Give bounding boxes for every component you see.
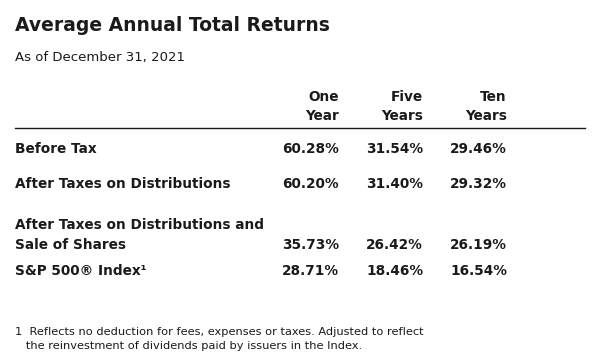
Text: 1  Reflects no deduction for fees, expenses or taxes. Adjusted to reflect: 1 Reflects no deduction for fees, expens… [15, 327, 424, 337]
Text: 16.54%: 16.54% [450, 264, 507, 278]
Text: 28.71%: 28.71% [282, 264, 339, 278]
Text: 60.28%: 60.28% [282, 142, 339, 156]
Text: After Taxes on Distributions and: After Taxes on Distributions and [15, 218, 264, 232]
Text: As of December 31, 2021: As of December 31, 2021 [15, 51, 185, 64]
Text: 18.46%: 18.46% [366, 264, 423, 278]
Text: Year: Year [305, 109, 339, 123]
Text: 35.73%: 35.73% [282, 238, 339, 252]
Text: 31.54%: 31.54% [366, 142, 423, 156]
Text: the reinvestment of dividends paid by issuers in the Index.: the reinvestment of dividends paid by is… [15, 341, 362, 350]
Text: Average Annual Total Returns: Average Annual Total Returns [15, 16, 330, 35]
Text: Years: Years [465, 109, 507, 123]
Text: 29.46%: 29.46% [450, 142, 507, 156]
Text: Years: Years [381, 109, 423, 123]
Text: Five: Five [391, 90, 423, 104]
Text: 31.40%: 31.40% [366, 177, 423, 191]
Text: S&P 500® Index¹: S&P 500® Index¹ [15, 264, 146, 278]
Text: Ten: Ten [481, 90, 507, 104]
Text: After Taxes on Distributions: After Taxes on Distributions [15, 177, 230, 191]
Text: Sale of Shares: Sale of Shares [15, 238, 126, 252]
Text: 60.20%: 60.20% [283, 177, 339, 191]
Text: 26.19%: 26.19% [450, 238, 507, 252]
Text: One: One [308, 90, 339, 104]
Text: 26.42%: 26.42% [366, 238, 423, 252]
Text: Before Tax: Before Tax [15, 142, 97, 156]
Text: 29.32%: 29.32% [450, 177, 507, 191]
